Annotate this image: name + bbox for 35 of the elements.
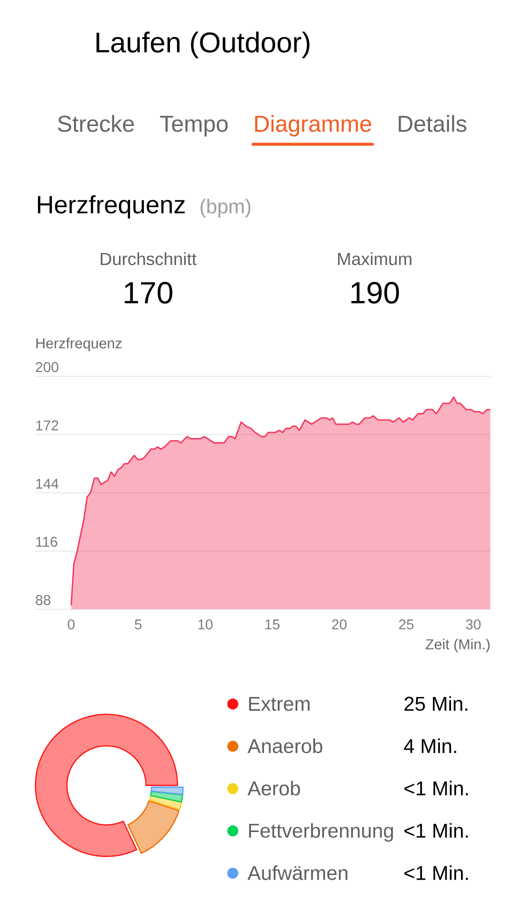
legend-label: Anaerob (248, 738, 322, 754)
data-label: <1 Min. (404, 780, 468, 796)
text: Details (398, 115, 466, 132)
x-tick-label: 5 (134, 620, 142, 630)
legend-label: Aufwärmen (248, 865, 348, 880)
text: 190 (351, 282, 399, 304)
text: Laufen (Outdoor) (96, 32, 310, 58)
x-tick-label: 25 (399, 619, 414, 630)
data-label: <1 Min. (404, 865, 468, 880)
chart-subtitle: (bpm) (200, 198, 250, 218)
legend-label: Aerob (248, 780, 300, 796)
text: Diagramme (255, 115, 372, 136)
text: Durchschnitt (100, 252, 196, 266)
x-tick-label: 20 (332, 619, 347, 630)
data-label: 4 Min. (404, 738, 456, 753)
x-tick-label: 10 (198, 619, 213, 630)
y-tick-label: 172 (36, 420, 58, 430)
text: Strecke (58, 115, 134, 132)
text: Tempo (160, 116, 228, 136)
x-axis-title: Zeit (Min.) (426, 638, 490, 652)
y-tick-label: 88 (36, 595, 50, 606)
y-axis-title: Herzfrequenz (36, 338, 122, 352)
text: 170 (124, 282, 172, 304)
y-tick-label: 116 (36, 536, 58, 547)
data-label: <1 Min. (404, 823, 468, 838)
data-label: 25 Min. (404, 696, 468, 711)
x-tick-label: 15 (265, 620, 280, 630)
y-tick-label: 144 (36, 478, 58, 489)
y-tick-label: 200 (36, 362, 58, 372)
text: Maximum (338, 252, 412, 266)
legend-label: Extrem (249, 696, 310, 711)
x-tick-label: 0 (68, 619, 75, 630)
chart-title: Herzfrequenz (38, 195, 185, 218)
legend-label: Fettverbrennung (249, 823, 393, 842)
x-tick-label: 30 (466, 619, 481, 630)
